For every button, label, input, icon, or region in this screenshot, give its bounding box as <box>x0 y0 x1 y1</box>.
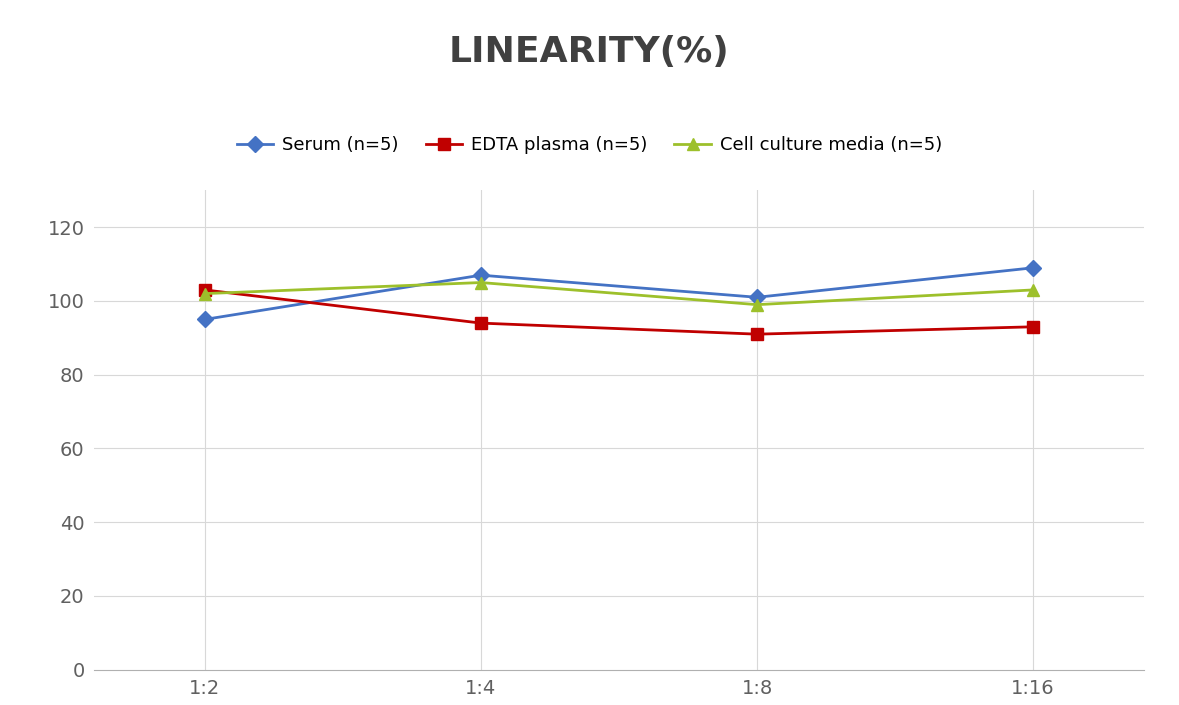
Cell culture media (n=5) <box>1026 286 1040 294</box>
Serum (n=5) <box>1026 264 1040 272</box>
Line: Serum (n=5): Serum (n=5) <box>199 262 1039 325</box>
Serum (n=5) <box>198 315 212 324</box>
Serum (n=5) <box>750 293 764 302</box>
Cell culture media (n=5) <box>474 278 488 287</box>
EDTA plasma (n=5) <box>474 319 488 327</box>
Line: Cell culture media (n=5): Cell culture media (n=5) <box>199 277 1039 310</box>
EDTA plasma (n=5) <box>198 286 212 294</box>
Cell culture media (n=5) <box>198 289 212 298</box>
Text: LINEARITY(%): LINEARITY(%) <box>449 35 730 69</box>
Cell culture media (n=5) <box>750 300 764 309</box>
Line: EDTA plasma (n=5): EDTA plasma (n=5) <box>199 284 1039 340</box>
Legend: Serum (n=5), EDTA plasma (n=5), Cell culture media (n=5): Serum (n=5), EDTA plasma (n=5), Cell cul… <box>230 129 949 161</box>
Serum (n=5) <box>474 271 488 279</box>
EDTA plasma (n=5) <box>1026 323 1040 331</box>
EDTA plasma (n=5) <box>750 330 764 338</box>
